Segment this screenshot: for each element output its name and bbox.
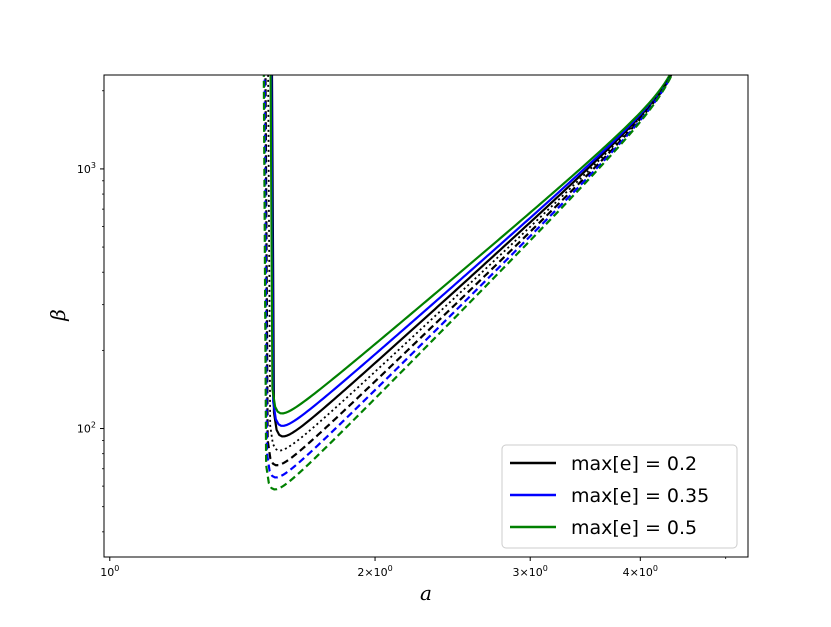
- x-tick-label-base: 4×10: [623, 566, 653, 579]
- x-tick-label-exponent: 0: [543, 564, 548, 573]
- series-line-4: [267, 75, 672, 452]
- series-line-2: [270, 75, 672, 427]
- series-line-6: [263, 75, 673, 479]
- y-tick-label-base: 10: [77, 423, 91, 436]
- y-tick-label-exponent: 3: [91, 161, 96, 170]
- x-tick-label: 2×100: [357, 564, 392, 579]
- legend-box: [501, 444, 738, 549]
- series-line-7: [262, 75, 673, 491]
- x-tick-label: 4×100: [623, 564, 658, 579]
- x-tick-label: 100: [100, 564, 119, 579]
- x-tick-label-base: 10: [100, 566, 114, 579]
- y-tick-label: 102: [77, 421, 96, 436]
- series-line-3: [269, 75, 672, 415]
- y-tick-label-exponent: 2: [91, 421, 96, 430]
- x-tick-label-base: 2×10: [357, 566, 387, 579]
- legend-label: max[e] = 0.5: [571, 517, 697, 539]
- series-layer: [262, 75, 673, 491]
- x-tick-label: 3×100: [513, 564, 548, 579]
- y-tick-label-base: 10: [77, 163, 91, 176]
- y-tick-label: 103: [77, 161, 96, 176]
- legend: max[e] = 0.2 max[e] = 0.35 max[e] = 0.5: [501, 444, 738, 549]
- x-tick-label-base: 3×10: [513, 566, 543, 579]
- legend-entries: max[e] = 0.2 max[e] = 0.35 max[e] = 0.5: [510, 453, 709, 539]
- x-tick-label-exponent: 0: [653, 564, 658, 573]
- legend-label: max[e] = 0.2: [571, 453, 697, 475]
- x-axis-label: a: [420, 581, 432, 605]
- x-tick-label-exponent: 0: [388, 564, 393, 573]
- series-line-1: [270, 75, 672, 438]
- y-axis-label: β: [46, 309, 70, 322]
- plot-frame: [103, 74, 749, 558]
- legend-label: max[e] = 0.35: [571, 485, 709, 507]
- x-tick-label-exponent: 0: [114, 564, 119, 573]
- series-line-5: [264, 75, 673, 467]
